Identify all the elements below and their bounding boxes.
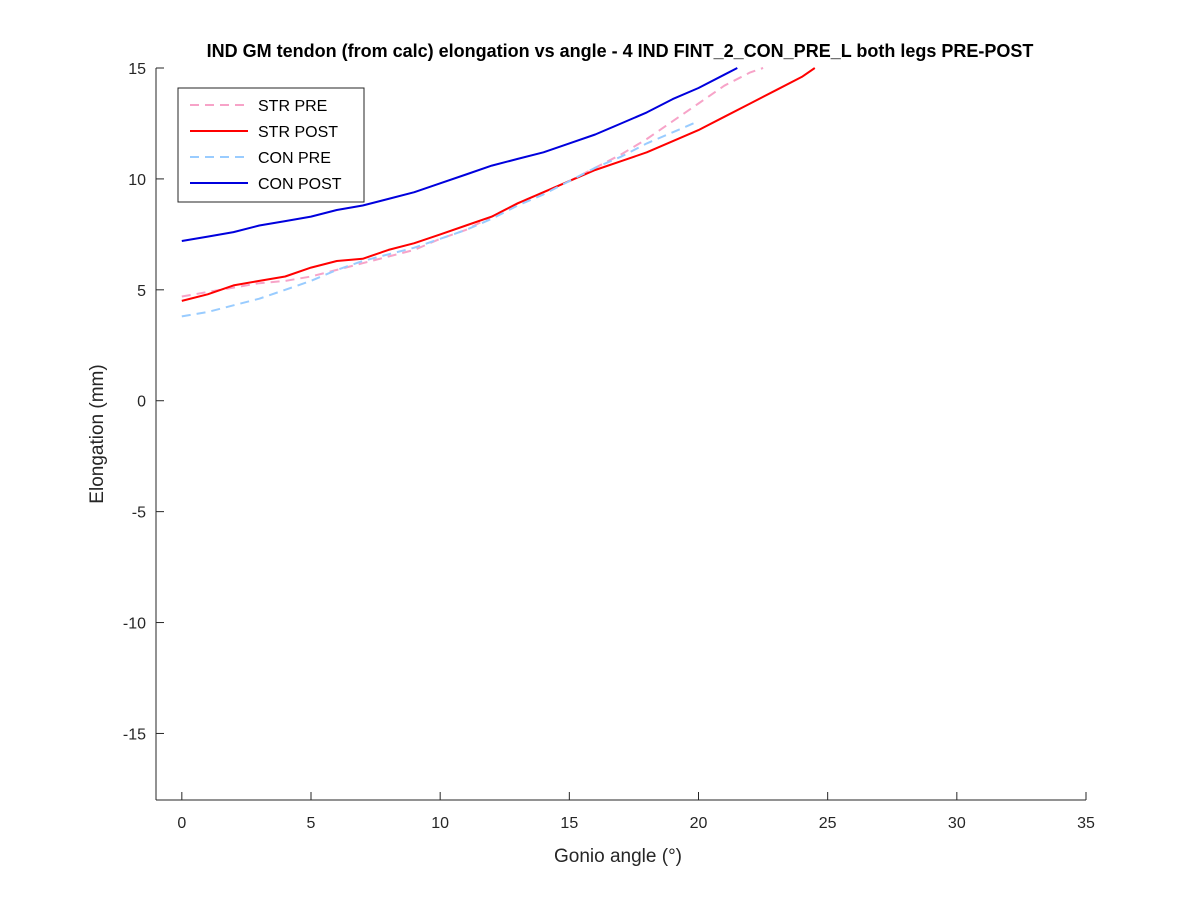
y-axis-label: Elongation (mm)	[87, 364, 108, 503]
x-tick-label: 5	[307, 815, 316, 832]
series-layer	[181, 67, 816, 318]
y-tick-label: 10	[128, 172, 146, 189]
x-axis-ticks: 0 5 10 15 20 25 30 35	[177, 792, 1095, 832]
legend-label: STR PRE	[258, 98, 327, 115]
x-tick-label: 20	[690, 815, 708, 832]
y-tick-label: 15	[128, 61, 146, 78]
series-line-con-post	[181, 67, 738, 242]
x-tick-label: 35	[1077, 815, 1095, 832]
legend-label: CON POST	[258, 176, 342, 193]
y-tick-label: 0	[137, 394, 146, 411]
series-line-str-post	[181, 67, 816, 302]
y-tick-label: 5	[137, 283, 146, 300]
legend-label: CON PRE	[258, 150, 331, 167]
series-line-str-pre	[181, 67, 764, 298]
x-tick-label: 0	[177, 815, 186, 832]
series-line-con-pre	[181, 120, 699, 318]
x-tick-label: 15	[560, 815, 578, 832]
x-tick-label: 10	[431, 815, 449, 832]
x-tick-label: 30	[948, 815, 966, 832]
x-axis-label: Gonio angle (°)	[554, 846, 682, 867]
y-tick-label: -15	[123, 726, 146, 743]
y-tick-label: -10	[123, 616, 146, 633]
x-tick-label: 25	[819, 815, 837, 832]
y-tick-label: -5	[132, 505, 146, 522]
legend-label: STR POST	[258, 124, 338, 141]
legend: STR PRE STR POST CON PRE CON POST	[177, 87, 365, 203]
y-axis-ticks: -15 -10 -5 0 5 10 15	[123, 61, 164, 743]
chart-title: IND GM tendon (from calc) elongation vs …	[207, 41, 1034, 61]
